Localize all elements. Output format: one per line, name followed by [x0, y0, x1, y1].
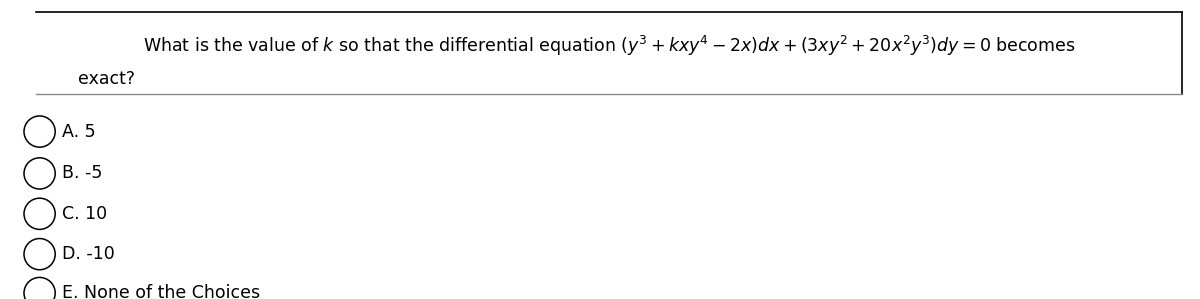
Text: exact?: exact?	[78, 70, 134, 88]
Text: C. 10: C. 10	[62, 205, 108, 223]
Text: E. None of the Choices: E. None of the Choices	[62, 284, 260, 299]
Text: B. -5: B. -5	[62, 164, 103, 182]
Text: D. -10: D. -10	[62, 245, 115, 263]
Text: A. 5: A. 5	[62, 123, 96, 141]
Text: What is the value of $k$ so that the differential equation $(y^3 + kxy^4 - 2x)dx: What is the value of $k$ so that the dif…	[143, 34, 1076, 58]
